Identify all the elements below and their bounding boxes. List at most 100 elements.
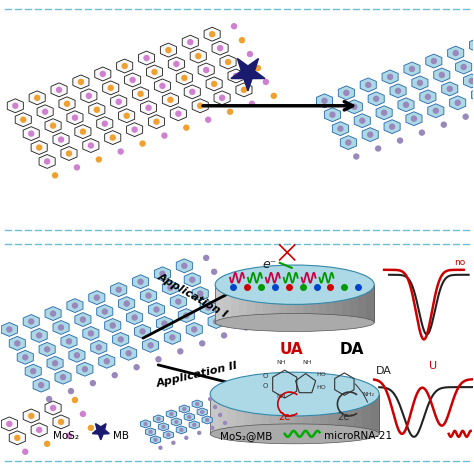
Polygon shape <box>404 62 420 76</box>
Polygon shape <box>447 46 464 60</box>
Polygon shape <box>103 81 119 95</box>
Polygon shape <box>138 51 155 65</box>
Bar <box>215 285 224 322</box>
Polygon shape <box>155 267 171 281</box>
Circle shape <box>110 135 115 140</box>
Polygon shape <box>163 431 173 439</box>
Circle shape <box>178 349 183 354</box>
Circle shape <box>61 374 65 380</box>
Polygon shape <box>368 92 384 106</box>
Polygon shape <box>105 131 121 145</box>
Polygon shape <box>83 327 99 340</box>
Polygon shape <box>125 73 141 87</box>
Polygon shape <box>45 401 61 415</box>
Circle shape <box>167 433 170 437</box>
Polygon shape <box>133 275 149 289</box>
Text: U: U <box>429 361 437 371</box>
Circle shape <box>198 291 203 296</box>
Text: HO: HO <box>317 385 326 390</box>
Circle shape <box>35 95 40 100</box>
Polygon shape <box>192 287 208 301</box>
Polygon shape <box>148 115 164 128</box>
Circle shape <box>461 64 466 70</box>
Circle shape <box>157 418 160 420</box>
Polygon shape <box>69 348 85 362</box>
Circle shape <box>209 398 212 401</box>
Circle shape <box>88 331 93 336</box>
Bar <box>236 394 245 434</box>
Circle shape <box>81 317 85 322</box>
Polygon shape <box>189 421 200 429</box>
Circle shape <box>108 85 113 91</box>
Circle shape <box>463 114 468 119</box>
Circle shape <box>132 127 137 132</box>
Bar <box>271 285 280 322</box>
Circle shape <box>130 77 135 82</box>
Circle shape <box>221 333 227 338</box>
Polygon shape <box>390 84 406 98</box>
Circle shape <box>21 117 26 122</box>
Circle shape <box>51 123 55 128</box>
Circle shape <box>447 86 452 91</box>
Circle shape <box>255 65 260 71</box>
Polygon shape <box>140 420 151 428</box>
Bar <box>358 285 367 322</box>
Circle shape <box>51 311 55 316</box>
Polygon shape <box>176 426 186 434</box>
Polygon shape <box>135 325 151 338</box>
Polygon shape <box>75 125 91 138</box>
Circle shape <box>433 108 438 113</box>
Polygon shape <box>206 77 222 91</box>
Circle shape <box>88 143 93 148</box>
Polygon shape <box>29 91 45 105</box>
Circle shape <box>193 423 196 427</box>
Polygon shape <box>162 281 178 295</box>
Circle shape <box>425 94 430 100</box>
Circle shape <box>132 315 137 320</box>
Polygon shape <box>53 133 69 146</box>
Circle shape <box>96 345 101 350</box>
Polygon shape <box>25 364 41 378</box>
Circle shape <box>94 295 100 300</box>
Bar <box>302 285 311 322</box>
Circle shape <box>53 361 57 366</box>
Circle shape <box>126 351 131 356</box>
Circle shape <box>214 319 219 324</box>
Polygon shape <box>7 99 23 113</box>
Polygon shape <box>23 127 39 141</box>
Circle shape <box>346 140 351 145</box>
Bar <box>253 394 262 434</box>
Polygon shape <box>212 41 228 55</box>
Text: DA: DA <box>376 366 392 376</box>
Circle shape <box>122 64 127 69</box>
Circle shape <box>124 301 129 306</box>
Polygon shape <box>384 120 400 134</box>
Circle shape <box>182 264 187 268</box>
Polygon shape <box>33 378 49 392</box>
Circle shape <box>36 428 42 432</box>
Text: e⁻: e⁻ <box>263 258 277 271</box>
Bar <box>350 285 359 322</box>
Circle shape <box>190 277 195 282</box>
Polygon shape <box>178 309 194 322</box>
Circle shape <box>112 373 117 378</box>
Polygon shape <box>200 301 216 315</box>
Circle shape <box>43 109 47 114</box>
Circle shape <box>352 104 357 109</box>
Circle shape <box>88 425 93 430</box>
Circle shape <box>154 307 159 312</box>
Circle shape <box>411 116 417 121</box>
Polygon shape <box>97 305 113 319</box>
Circle shape <box>418 81 422 85</box>
Bar <box>244 394 254 434</box>
Polygon shape <box>89 103 105 117</box>
Circle shape <box>198 431 201 434</box>
Circle shape <box>228 109 233 114</box>
Circle shape <box>29 413 34 419</box>
Polygon shape <box>464 74 474 88</box>
Circle shape <box>46 397 52 401</box>
Polygon shape <box>47 356 63 370</box>
Circle shape <box>241 87 246 92</box>
Bar <box>320 394 329 434</box>
Polygon shape <box>208 315 224 328</box>
